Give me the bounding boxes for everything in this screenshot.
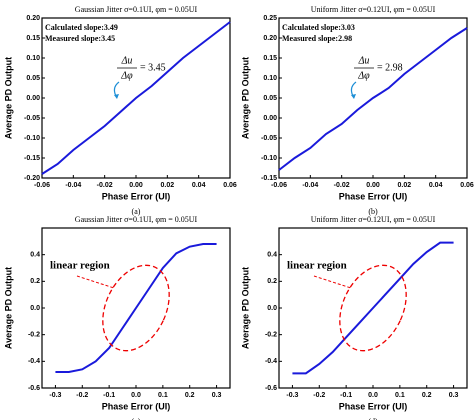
y-tick-label: 0.2 <box>30 278 40 285</box>
x-tick-label: 0.04 <box>429 182 443 189</box>
x-tick-label: 0.00 <box>366 182 380 189</box>
y-tick-label: 0.10 <box>26 55 40 62</box>
y-tick-label: 0.4 <box>267 252 277 259</box>
y-tick-label: 0.05 <box>263 95 277 102</box>
panel-title: Gaussian Jitter σ=0.1UI, φm = 0.05UI <box>75 215 198 224</box>
fraction-numerator: Δu <box>358 55 370 66</box>
panel-title: Gaussian Jitter σ=0.1UI, φm = 0.05UI <box>75 5 198 14</box>
y-tick-label: -0.05 <box>24 115 40 122</box>
x-tick-label: 0.06 <box>460 182 474 189</box>
x-tick-label: 0.2 <box>422 392 432 399</box>
x-tick-label: 0.02 <box>398 182 412 189</box>
y-tick-label: -0.15 <box>24 155 40 162</box>
y-tick-label: -0.05 <box>261 135 277 142</box>
data-line <box>278 27 468 171</box>
arrow-head <box>114 94 119 99</box>
y-tick-label: 0.4 <box>30 252 40 259</box>
panel-caption: (d) <box>368 417 378 420</box>
y-tick-label: -0.6 <box>28 385 40 392</box>
y-tick-label: -0.15 <box>261 175 277 182</box>
x-tick-label: 0.1 <box>395 392 405 399</box>
region-label: linear region <box>287 260 347 272</box>
region-ellipse <box>339 264 407 352</box>
slope-note: Calculated slope:3.49 <box>45 23 118 32</box>
panel-caption: (a) <box>132 207 141 216</box>
y-axis-label: Average PD Output <box>240 267 250 349</box>
x-tick-label: 0.0 <box>131 392 141 399</box>
x-tick-label: -0.2 <box>313 392 325 399</box>
y-tick-label: 0.20 <box>26 15 40 22</box>
y-tick-label: 0.00 <box>26 95 40 102</box>
y-axis-label: Average PD Output <box>240 57 250 139</box>
x-tick-label: -0.3 <box>49 392 61 399</box>
y-tick-label: 0.2 <box>267 278 277 285</box>
data-line <box>41 21 231 175</box>
x-axis-label: Phase Error (UI) <box>339 401 408 411</box>
fraction-result: = 2.98 <box>377 62 403 73</box>
y-axis-label: Average PD Output <box>3 267 13 349</box>
x-tick-label: 0.0 <box>368 392 378 399</box>
slope-note: Measured slope:3.45 <box>45 34 115 43</box>
y-tick-label: -0.2 <box>28 332 40 339</box>
x-axis-label: Phase Error (UI) <box>102 401 171 411</box>
x-tick-label: -0.06 <box>271 182 287 189</box>
region-arrow <box>76 275 115 289</box>
region-label: linear region <box>50 260 110 272</box>
panel-caption: (c) <box>132 417 141 420</box>
data-line <box>55 243 217 373</box>
panel-title: Uniform Jitter σ=0.12UI, φm = 0.05UI <box>311 215 436 224</box>
x-axis-label: Phase Error (UI) <box>339 191 408 201</box>
fraction-denominator: Δφ <box>357 70 370 81</box>
y-tick-label: 0.05 <box>26 75 40 82</box>
x-tick-label: 0.04 <box>192 182 206 189</box>
x-tick-label: -0.04 <box>65 182 81 189</box>
y-tick-label: -0.10 <box>261 155 277 162</box>
y-tick-label: -0.4 <box>265 358 277 365</box>
slope-note: Measured slope:2.98 <box>282 34 352 43</box>
x-tick-label: -0.06 <box>34 182 50 189</box>
x-tick-label: -0.02 <box>97 182 113 189</box>
slope-note: Calculated slope:3.03 <box>282 23 355 32</box>
x-tick-label: 0.06 <box>223 182 237 189</box>
y-tick-label: -0.6 <box>265 385 277 392</box>
y-tick-label: -0.4 <box>28 358 40 365</box>
fraction-denominator: Δφ <box>120 70 133 81</box>
y-tick-label: 0.00 <box>263 115 277 122</box>
x-tick-label: -0.2 <box>76 392 88 399</box>
panel-title: Uniform Jitter σ=0.12UI, φm = 0.05UI <box>311 5 436 14</box>
x-tick-label: 0.3 <box>212 392 222 399</box>
x-tick-label: 0.2 <box>185 392 195 399</box>
y-tick-label: 0.15 <box>26 35 40 42</box>
y-axis-label: Average PD Output <box>3 57 13 139</box>
y-tick-label: 0.10 <box>263 75 277 82</box>
region-ellipse <box>102 264 170 352</box>
fraction-numerator: Δu <box>121 55 133 66</box>
x-axis-label: Phase Error (UI) <box>102 191 171 201</box>
x-tick-label: -0.02 <box>334 182 350 189</box>
x-tick-label: 0.3 <box>449 392 459 399</box>
x-tick-label: 0.00 <box>129 182 143 189</box>
y-tick-label: 0.15 <box>263 55 277 62</box>
x-tick-label: -0.1 <box>340 392 352 399</box>
data-line <box>292 241 454 375</box>
x-tick-label: 0.1 <box>158 392 168 399</box>
region-arrow <box>313 275 352 289</box>
panel-caption: (b) <box>368 207 378 216</box>
x-tick-label: -0.04 <box>302 182 318 189</box>
arrow-head <box>351 94 356 99</box>
y-tick-label: 0.20 <box>263 35 277 42</box>
x-tick-label: -0.3 <box>286 392 298 399</box>
x-tick-label: -0.1 <box>103 392 115 399</box>
y-tick-label: -0.2 <box>265 332 277 339</box>
y-tick-label: -0.20 <box>24 175 40 182</box>
y-tick-label: 0.25 <box>263 15 277 22</box>
x-tick-label: 0.02 <box>161 182 175 189</box>
y-tick-label: -0.10 <box>24 135 40 142</box>
fraction-result: = 3.45 <box>140 62 166 73</box>
y-tick-label: 0.0 <box>267 305 277 312</box>
y-tick-label: 0.0 <box>30 305 40 312</box>
